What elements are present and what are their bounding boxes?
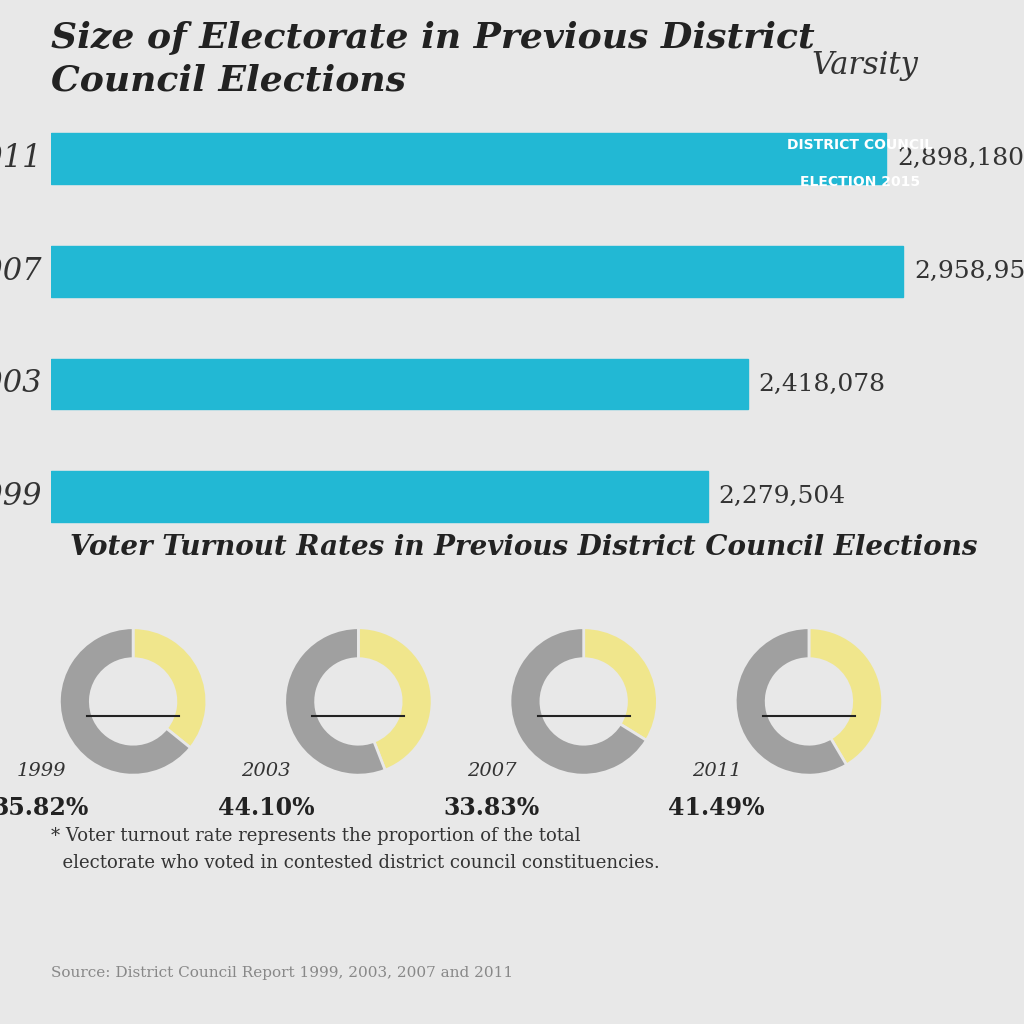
Wedge shape bbox=[809, 628, 883, 765]
Bar bbox=[51, 471, 708, 522]
Wedge shape bbox=[285, 628, 385, 775]
Bar bbox=[51, 133, 886, 184]
Text: 2,898,180: 2,898,180 bbox=[897, 147, 1024, 170]
Text: 2007: 2007 bbox=[0, 256, 42, 287]
Text: DISTRICT COUNCIL: DISTRICT COUNCIL bbox=[787, 138, 933, 152]
Text: * Voter turnout rate represents the proportion of the total
  electorate who vot: * Voter turnout rate represents the prop… bbox=[51, 827, 659, 871]
Text: 2003: 2003 bbox=[242, 763, 291, 780]
Text: 2,958,953: 2,958,953 bbox=[914, 260, 1024, 283]
Text: 2011: 2011 bbox=[692, 763, 741, 780]
Bar bbox=[51, 246, 903, 297]
Wedge shape bbox=[358, 628, 432, 770]
Bar bbox=[51, 471, 708, 522]
Text: 2,279,504: 2,279,504 bbox=[719, 485, 846, 508]
Text: 2011: 2011 bbox=[0, 143, 42, 174]
Wedge shape bbox=[584, 628, 657, 740]
Wedge shape bbox=[510, 628, 646, 775]
Text: 44.10%: 44.10% bbox=[218, 797, 314, 820]
Text: Source: District Council Report 1999, 2003, 2007 and 2011: Source: District Council Report 1999, 20… bbox=[51, 966, 513, 980]
Text: 35.82%: 35.82% bbox=[0, 797, 89, 820]
Text: 33.83%: 33.83% bbox=[443, 797, 540, 820]
Text: Varsity: Varsity bbox=[812, 50, 919, 81]
Text: 2003: 2003 bbox=[0, 369, 42, 399]
Bar bbox=[51, 358, 748, 410]
Bar bbox=[51, 133, 886, 184]
Text: 41.49%: 41.49% bbox=[669, 797, 765, 820]
Text: 1999: 1999 bbox=[0, 481, 42, 512]
Wedge shape bbox=[59, 628, 190, 775]
Wedge shape bbox=[133, 628, 207, 748]
Text: 2,418,078: 2,418,078 bbox=[759, 373, 886, 395]
Text: 1999: 1999 bbox=[16, 763, 66, 780]
Text: Size of Electorate in Previous District
Council Elections: Size of Electorate in Previous District … bbox=[51, 22, 815, 97]
Text: 2007: 2007 bbox=[467, 763, 516, 780]
Wedge shape bbox=[735, 628, 847, 775]
Bar bbox=[51, 358, 748, 410]
Text: ELECTION 2015: ELECTION 2015 bbox=[800, 175, 921, 188]
Bar bbox=[51, 246, 903, 297]
Text: Voter Turnout Rates in Previous District Council Elections: Voter Turnout Rates in Previous District… bbox=[70, 535, 977, 561]
